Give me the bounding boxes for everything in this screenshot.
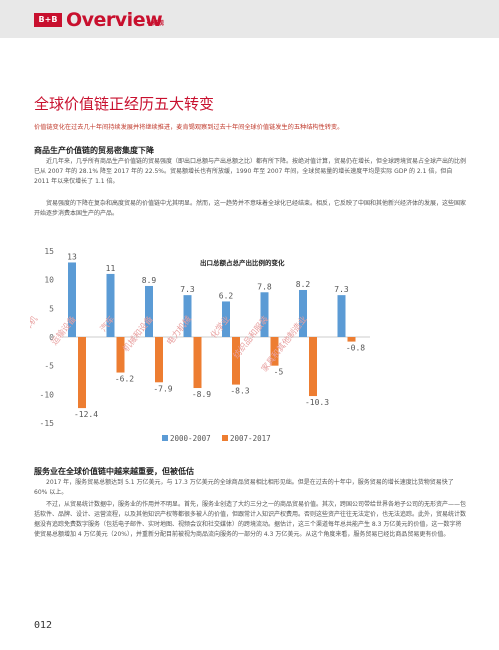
intro-paragraph: 价值链变化在过去几十年间持续发展并将继续推进，麦肯锡观察到过去十年间全球价值链发… xyxy=(34,123,464,134)
bar xyxy=(348,337,356,342)
data-label: 8.2 xyxy=(296,280,311,289)
bar xyxy=(338,295,346,337)
legend-label: 2007-2017 xyxy=(230,434,271,443)
data-label: -5 xyxy=(274,368,284,377)
data-label: -12.4 xyxy=(74,410,98,419)
data-label: -8.3 xyxy=(230,387,249,396)
data-label: -10.3 xyxy=(305,398,329,407)
section-heading: 商品生产价值链的贸易密集度下降 xyxy=(34,145,154,156)
bar xyxy=(194,337,202,388)
data-label: -7.9 xyxy=(153,384,172,393)
data-label: 6.2 xyxy=(219,291,234,300)
category-label: 计算机 xyxy=(30,313,40,340)
data-label: 11 xyxy=(106,264,116,273)
bar xyxy=(78,337,86,408)
header-bar: B+B Overview • 概观 xyxy=(0,0,499,38)
data-label: 13 xyxy=(67,252,77,261)
y-tick-label: 15 xyxy=(44,247,54,256)
data-label: 7.3 xyxy=(180,285,195,294)
legend-swatch xyxy=(162,435,168,441)
legend-label: 2000-2007 xyxy=(170,434,211,443)
page-number: 012 xyxy=(34,620,52,631)
y-tick-label: 5 xyxy=(49,304,54,313)
y-tick-label: 10 xyxy=(44,276,54,285)
section-heading: 服务业在全球价值链中越来越重要，但被低估 xyxy=(34,466,194,477)
y-tick-label: -10 xyxy=(40,390,55,399)
header-logo: B+B xyxy=(34,13,62,27)
bar xyxy=(309,337,317,396)
data-label: 7.3 xyxy=(334,285,349,294)
y-tick-label: -5 xyxy=(44,362,54,371)
section-paragraph: 近几年来，几乎所有商品生产价值链的贸易强度（即出口总额与产出总额之比）都有所下降… xyxy=(34,157,466,187)
bar xyxy=(155,337,163,382)
section-paragraph: 贸易强度的下降在复杂和高度贸易的价值链中尤其明显。然而，这一趋势并不意味着全球化… xyxy=(34,199,466,219)
bar xyxy=(117,337,125,373)
legend-swatch xyxy=(222,435,228,441)
data-label: -0.8 xyxy=(346,344,365,353)
data-label: -8.9 xyxy=(192,390,211,399)
header-subtitle: • 概观 xyxy=(146,18,164,27)
data-label: 7.8 xyxy=(257,282,272,291)
data-label: 8.9 xyxy=(142,276,157,285)
y-tick-label: -15 xyxy=(40,419,55,428)
section-paragraph: 2017 年，服务贸易总额达到 5.1 万亿美元，与 17.3 万亿美元的全球商… xyxy=(34,478,466,498)
data-label: -6.2 xyxy=(115,375,134,384)
section-paragraph: 不过，从贸易统计数据中，服务业的作用并不明显。首先，服务业创造了大约三分之一的商… xyxy=(34,500,466,540)
bar-chart: 151050-5-10-1513-12.4计算机11-6.2运输设备8.9-7.… xyxy=(30,243,380,453)
page-title: 全球价值链正经历五大转变 xyxy=(34,93,214,114)
